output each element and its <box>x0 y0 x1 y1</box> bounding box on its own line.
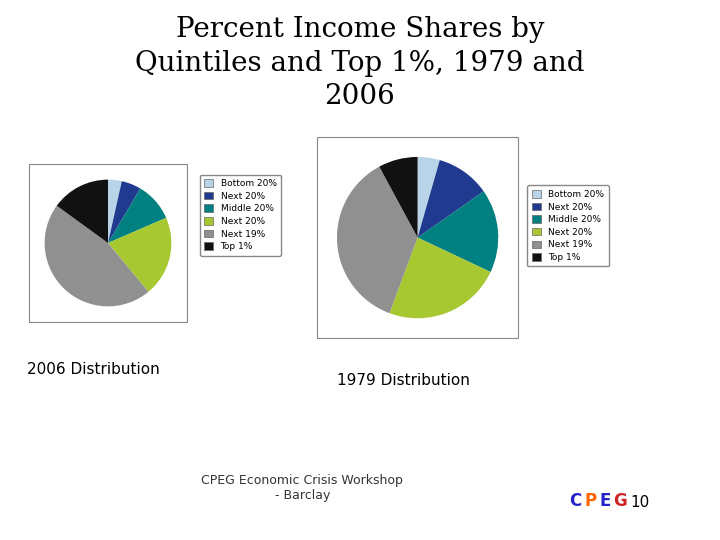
Wedge shape <box>108 188 166 243</box>
Wedge shape <box>379 157 418 238</box>
Legend: Bottom 20%, Next 20%, Middle 20%, Next 20%, Next 19%, Top 1%: Bottom 20%, Next 20%, Middle 20%, Next 2… <box>200 174 281 255</box>
Text: 2006 Distribution: 2006 Distribution <box>27 362 160 377</box>
Text: Percent Income Shares by
Quintiles and Top 1%, 1979 and
2006: Percent Income Shares by Quintiles and T… <box>135 16 585 110</box>
Text: P: P <box>585 492 597 510</box>
Text: C: C <box>569 492 581 510</box>
Legend: Bottom 20%, Next 20%, Middle 20%, Next 20%, Next 19%, Top 1%: Bottom 20%, Next 20%, Middle 20%, Next 2… <box>528 185 608 266</box>
Wedge shape <box>418 160 484 238</box>
Text: G: G <box>613 492 627 510</box>
Wedge shape <box>337 167 418 313</box>
Wedge shape <box>108 181 140 243</box>
Text: E: E <box>599 492 611 510</box>
Text: CPEG Economic Crisis Workshop
- Barclay: CPEG Economic Crisis Workshop - Barclay <box>202 474 403 502</box>
Wedge shape <box>418 157 440 238</box>
Wedge shape <box>57 180 108 243</box>
Text: 10: 10 <box>630 495 649 510</box>
Wedge shape <box>418 191 498 272</box>
Wedge shape <box>45 206 148 306</box>
Wedge shape <box>108 180 122 243</box>
Wedge shape <box>390 238 490 318</box>
Wedge shape <box>108 218 171 292</box>
Text: 1979 Distribution: 1979 Distribution <box>337 373 469 388</box>
